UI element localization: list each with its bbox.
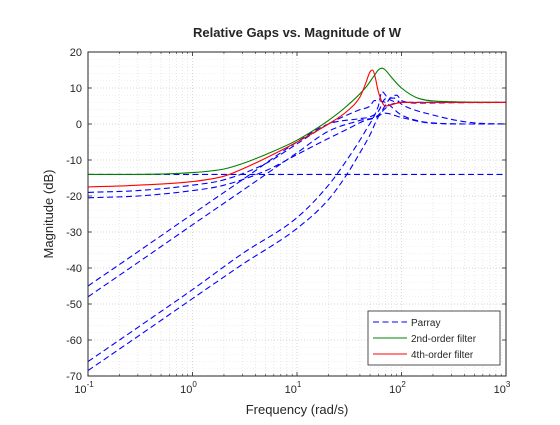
x-tick-label-exponent: -1 (87, 380, 95, 389)
x-tick-label: 102 (389, 380, 406, 396)
y-axis-label: Magnitude (dB) (41, 170, 56, 259)
y-tick-label: -10 (66, 155, 82, 167)
y-tick-label: 20 (70, 47, 82, 59)
legend-label-parray: Parray (411, 318, 440, 329)
x-tick-label-exponent: 0 (192, 380, 197, 389)
y-tick-label: -30 (66, 227, 82, 239)
y-tick-label: 0 (76, 119, 82, 131)
series-2nd-order-filter (88, 67, 506, 175)
legend: Parray 2nd-order filter 4th-order filter (367, 310, 501, 366)
chart-title: Relative Gaps vs. Magnitude of W (193, 25, 402, 40)
series-line-4th-order-filter (88, 69, 506, 188)
legend-label-2nd-order-filter: 2nd-order filter (411, 334, 477, 345)
x-tick-label: 10-1 (74, 380, 94, 396)
x-tick-label: 100 (180, 380, 197, 396)
x-tick-label: 103 (494, 380, 511, 396)
y-tick-label: -50 (66, 299, 82, 311)
axis-ticks (87, 51, 507, 377)
series-4th-order-filter (88, 69, 506, 188)
y-tick-label: -40 (66, 263, 82, 275)
series-layer (88, 67, 506, 372)
x-axis-label: Frequency (rad/s) (246, 402, 349, 417)
legend-label-4th-order-filter: 4th-order filter (411, 350, 474, 361)
x-tick-label-exponent: 2 (401, 380, 406, 389)
series-line-parray (88, 94, 506, 298)
y-tick-labels: -70 -60 -50 -40 -30 -20 -10 0 10 20 (66, 47, 82, 383)
y-tick-label: -20 (66, 191, 82, 203)
x-tick-label-base: 10 (389, 384, 401, 396)
x-tick-label-base: 10 (74, 384, 86, 396)
series-line-2nd-order-filter (88, 67, 506, 175)
x-tick-labels: 10-1 100 101 102 103 (74, 380, 511, 396)
x-tick-label-exponent: 3 (506, 380, 511, 389)
x-tick-label-base: 10 (494, 384, 506, 396)
y-tick-label: -60 (66, 335, 82, 347)
x-tick-label: 101 (285, 380, 302, 396)
x-tick-label-base: 10 (180, 384, 192, 396)
x-tick-label-exponent: 1 (297, 380, 302, 389)
series-line-parray (88, 100, 506, 193)
y-tick-label: 10 (70, 83, 82, 95)
x-tick-label-base: 10 (285, 384, 297, 396)
y-tick-label: -70 (66, 371, 82, 383)
